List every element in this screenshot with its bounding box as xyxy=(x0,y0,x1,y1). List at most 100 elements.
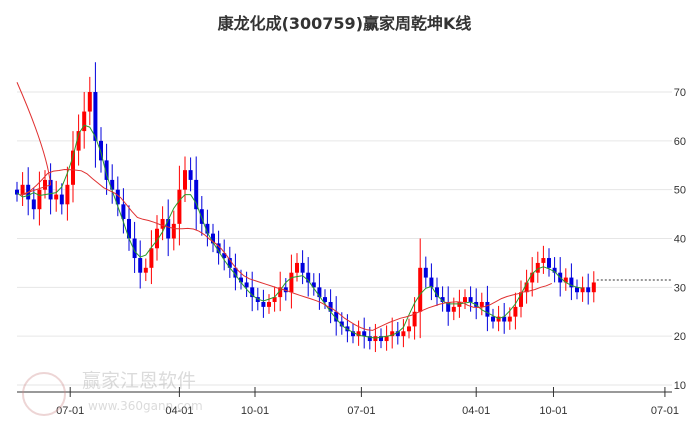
short-ma-line xyxy=(16,124,583,339)
y-tick-label: 70 xyxy=(674,87,686,99)
candle-body xyxy=(272,297,277,302)
candle-body xyxy=(591,282,596,293)
candle-body xyxy=(82,111,87,132)
x-tick-label: 07-01 xyxy=(347,405,375,417)
x-tick-label: 07-01 xyxy=(651,405,679,417)
candle-body xyxy=(43,179,47,190)
candle-body xyxy=(115,189,120,205)
candle-body xyxy=(575,287,579,293)
candle-body xyxy=(535,262,540,273)
candle-body xyxy=(177,189,182,224)
candle-body xyxy=(485,301,490,317)
candle-body xyxy=(261,301,266,307)
candle-body xyxy=(524,282,529,293)
candle-body xyxy=(334,311,339,322)
candle-body xyxy=(87,92,92,112)
candle-body xyxy=(54,194,59,200)
candle-body xyxy=(463,297,467,302)
candle-body xyxy=(20,184,25,195)
candle-body xyxy=(132,238,137,259)
candle-body xyxy=(390,331,395,337)
candle-body xyxy=(71,150,75,185)
candle-body xyxy=(222,253,227,259)
candle-body xyxy=(110,179,115,190)
candle-body xyxy=(37,189,42,210)
watermark-url: www.360gann.com xyxy=(88,399,203,413)
y-tick-label: 30 xyxy=(674,282,686,294)
long-ma-line xyxy=(16,82,552,331)
candle-body xyxy=(569,277,574,288)
candle-body xyxy=(227,258,232,268)
candle-body xyxy=(502,316,507,322)
watermark-name: 赢家江恩软件 xyxy=(82,370,197,392)
candle-body xyxy=(239,277,243,283)
y-tick-label: 20 xyxy=(674,331,686,343)
candle-body xyxy=(468,297,473,302)
candle-body xyxy=(563,277,568,283)
candle-body xyxy=(306,272,311,283)
candle-body xyxy=(317,287,322,298)
candle-body xyxy=(233,267,238,278)
y-tick-label: 60 xyxy=(674,136,686,148)
candle-body xyxy=(351,331,355,337)
candle-body xyxy=(412,311,417,327)
candle-body xyxy=(65,184,70,205)
candle-body xyxy=(76,131,81,151)
candle-body xyxy=(446,301,451,312)
candle-body xyxy=(31,199,36,210)
candle-body xyxy=(418,267,423,312)
candle-body xyxy=(457,301,462,307)
candle-body xyxy=(328,301,333,312)
candle-body xyxy=(199,209,204,224)
candle-body xyxy=(93,92,98,141)
candle-body xyxy=(586,287,591,293)
candle-body xyxy=(250,287,255,298)
candle-body xyxy=(435,287,439,298)
candle-body xyxy=(530,272,535,283)
candle-body xyxy=(407,326,411,332)
candle-body xyxy=(507,316,512,322)
x-tick-label: 04-01 xyxy=(165,405,193,417)
candle-body xyxy=(362,331,367,337)
candle-body xyxy=(541,258,546,263)
y-tick-label: 50 xyxy=(674,185,686,197)
candle-body xyxy=(367,336,372,342)
candle-body xyxy=(183,170,187,190)
candle-body xyxy=(356,331,361,337)
candle-body xyxy=(194,179,199,210)
chart-title: 康龙化成(300759)赢家周乾坤K线 xyxy=(217,14,472,33)
candle-body xyxy=(491,316,495,322)
candle-body xyxy=(104,160,109,180)
x-tick-label: 04-01 xyxy=(462,405,490,417)
candle-body xyxy=(552,267,557,273)
candle-body xyxy=(373,336,378,342)
candle-body xyxy=(283,287,288,293)
candle-body xyxy=(216,243,221,254)
candle-body xyxy=(121,204,126,219)
candle-body xyxy=(440,297,445,302)
candle-body xyxy=(580,287,585,293)
candle-body xyxy=(155,228,159,249)
candle-body xyxy=(519,292,523,307)
y-tick-label: 10 xyxy=(674,380,686,392)
candle-body xyxy=(48,179,53,200)
candle-body xyxy=(15,189,19,195)
candle-body xyxy=(143,267,148,273)
candle-body xyxy=(127,218,131,239)
candle-body xyxy=(166,218,171,239)
candle-body xyxy=(205,223,210,234)
candle-body xyxy=(323,297,327,302)
candle-body xyxy=(300,262,305,273)
x-tick-label: 10-01 xyxy=(539,405,567,417)
candle-body xyxy=(244,282,249,288)
candle-body xyxy=(171,223,176,239)
candle-body xyxy=(311,282,316,288)
candle-body xyxy=(547,258,551,268)
candle-body xyxy=(479,301,484,307)
candle-body xyxy=(188,170,193,180)
candle-body xyxy=(295,262,299,273)
candle-body xyxy=(401,331,406,337)
candle-body xyxy=(384,336,389,342)
candle-body xyxy=(379,336,383,342)
